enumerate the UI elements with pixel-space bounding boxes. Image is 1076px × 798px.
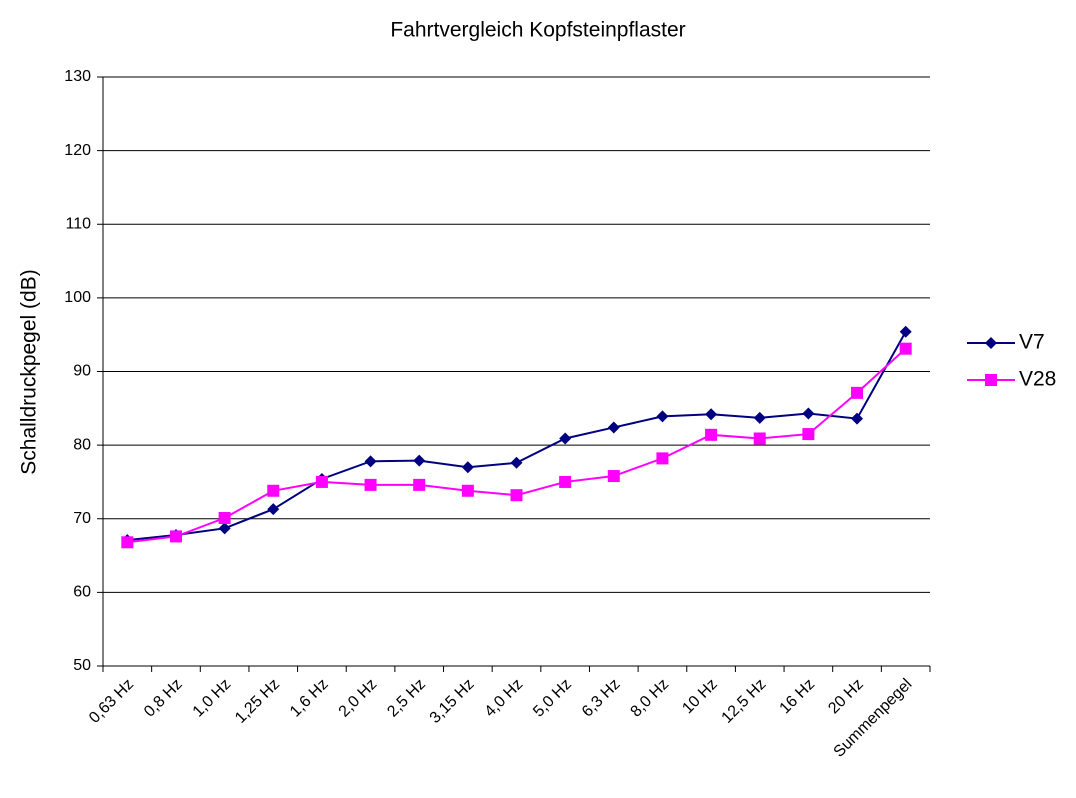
y-tick-label: 70 bbox=[73, 510, 91, 527]
data-point bbox=[753, 432, 766, 445]
data-point bbox=[315, 475, 328, 488]
data-point bbox=[899, 325, 912, 338]
y-tick-label: 60 bbox=[73, 584, 91, 601]
y-axis-label: Schalldruckpegel (dB) bbox=[18, 269, 41, 474]
data-point bbox=[851, 386, 864, 399]
x-tick-label: 0,8 Hz bbox=[141, 676, 186, 721]
y-tick-label: 90 bbox=[73, 363, 91, 380]
data-point bbox=[985, 374, 997, 386]
x-tick-label: 20 Hz bbox=[825, 676, 867, 718]
x-tick-label: 2,5 Hz bbox=[384, 676, 429, 721]
data-point bbox=[899, 342, 912, 355]
x-tick-label: 16 Hz bbox=[777, 676, 819, 718]
x-tick-label: 4,0 Hz bbox=[482, 676, 527, 721]
data-point bbox=[705, 408, 718, 421]
x-tick-label: 5,0 Hz bbox=[530, 676, 575, 721]
data-point bbox=[267, 503, 280, 516]
data-point bbox=[607, 470, 620, 483]
data-point bbox=[461, 461, 474, 474]
data-point bbox=[705, 428, 718, 441]
data-point bbox=[656, 410, 669, 423]
data-point bbox=[802, 428, 815, 441]
data-point bbox=[364, 478, 377, 491]
x-tick-label: 10 Hz bbox=[679, 676, 721, 718]
x-tick-label: 6,3 Hz bbox=[579, 676, 624, 721]
data-point bbox=[121, 536, 134, 549]
data-point bbox=[802, 407, 815, 420]
data-point bbox=[559, 432, 572, 445]
data-point bbox=[510, 456, 523, 469]
x-tick-label: 3,15 Hz bbox=[427, 676, 478, 727]
data-point bbox=[607, 421, 620, 434]
data-point bbox=[218, 512, 231, 525]
x-tick-label: 12,5 Hz bbox=[719, 676, 770, 727]
data-point bbox=[985, 337, 997, 349]
data-point bbox=[461, 484, 474, 497]
data-point bbox=[267, 484, 280, 497]
x-tick-label: 0,63 Hz bbox=[86, 676, 137, 727]
y-tick-label: 130 bbox=[64, 68, 91, 85]
y-tick-label: 120 bbox=[64, 142, 91, 159]
data-point bbox=[364, 455, 377, 468]
x-tick-label: 8,0 Hz bbox=[628, 676, 673, 721]
x-tick-label: 1,25 Hz bbox=[232, 676, 283, 727]
data-point bbox=[559, 475, 572, 488]
data-point bbox=[413, 454, 426, 467]
data-point bbox=[753, 411, 766, 424]
data-point bbox=[169, 530, 182, 543]
data-point bbox=[851, 412, 864, 425]
legend-label: V7 bbox=[1019, 331, 1045, 354]
y-tick-label: 50 bbox=[73, 657, 91, 674]
x-tick-label: 1,0 Hz bbox=[190, 676, 235, 721]
x-tick-label: 1,6 Hz bbox=[287, 676, 332, 721]
data-point bbox=[510, 489, 523, 502]
data-point bbox=[413, 478, 426, 491]
legend-label: V28 bbox=[1019, 368, 1056, 391]
chart-title: Fahrtvergleich Kopfsteinpflaster bbox=[390, 19, 685, 42]
y-tick-label: 100 bbox=[64, 289, 91, 306]
data-point bbox=[656, 452, 669, 465]
data-point bbox=[218, 522, 231, 535]
x-tick-label: 2,0 Hz bbox=[336, 676, 381, 721]
y-tick-label: 110 bbox=[65, 215, 91, 232]
y-tick-label: 80 bbox=[73, 436, 91, 453]
